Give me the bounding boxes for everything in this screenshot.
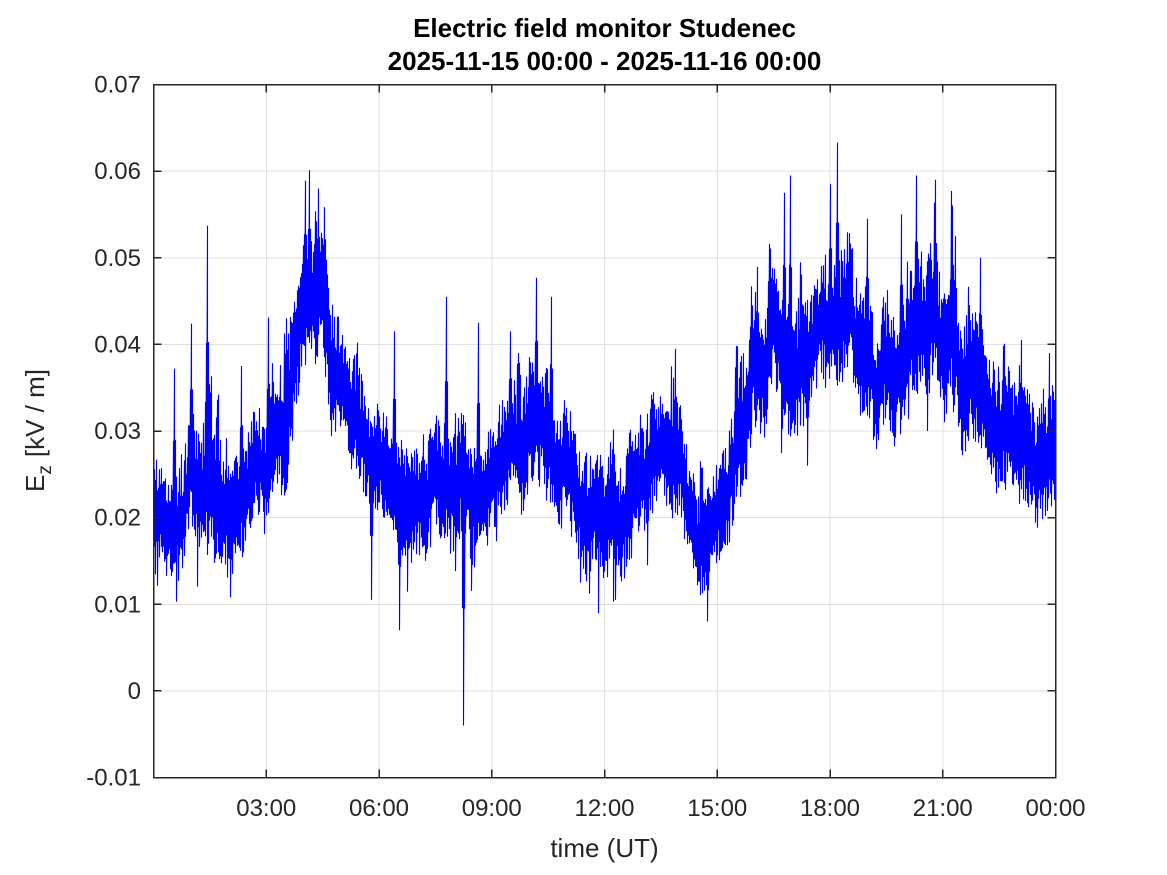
y-tick-label: 0.04 [94, 331, 141, 358]
y-tick-label: 0.01 [94, 591, 141, 618]
x-tick-label: 00:00 [1025, 795, 1085, 822]
y-tick-labels: 0.07 0.06 0.05 0.04 0.03 0.02 0.01 0 -0.01 [86, 72, 141, 792]
axis-box-and-ticks [152, 83, 1057, 779]
x-tick-label: 03:00 [236, 795, 296, 822]
y-tick-label: 0 [128, 678, 141, 705]
y-tick-label: 0.07 [94, 72, 141, 99]
x-axis-label: time (UT) [550, 833, 658, 863]
x-tick-label: 18:00 [800, 795, 860, 822]
ez-data-line [153, 142, 1056, 726]
y-axis-label: Ez [kV / m] [20, 369, 56, 492]
x-tick-labels: 03:00 06:00 09:00 12:00 15:00 18:00 21:00 00:00 [236, 795, 1085, 822]
y-axis-label-units: [kV / m] [20, 369, 50, 457]
x-tick-label: 15:00 [687, 795, 747, 822]
x-tick-label: 06:00 [349, 795, 409, 822]
y-tick-label: 0.03 [94, 418, 141, 445]
y-tick-label: 0.02 [94, 505, 141, 532]
y-tick-label: 0.06 [94, 158, 141, 185]
y-tick-label: -0.01 [86, 765, 141, 792]
x-tick-label: 21:00 [913, 795, 973, 822]
y-tick-label: 0.05 [94, 245, 141, 272]
x-tick-label: 12:00 [574, 795, 634, 822]
y-axis-label-symbol: E [20, 475, 50, 492]
data-series-layer [153, 142, 1056, 726]
chart-title: Electric field monitor Studenec [413, 13, 796, 43]
chart-subtitle: 2025-11-15 00:00 - 2025-11-16 00:00 [388, 46, 822, 76]
x-tick-label: 09:00 [462, 795, 522, 822]
y-axis-label-subscript: z [35, 465, 56, 475]
